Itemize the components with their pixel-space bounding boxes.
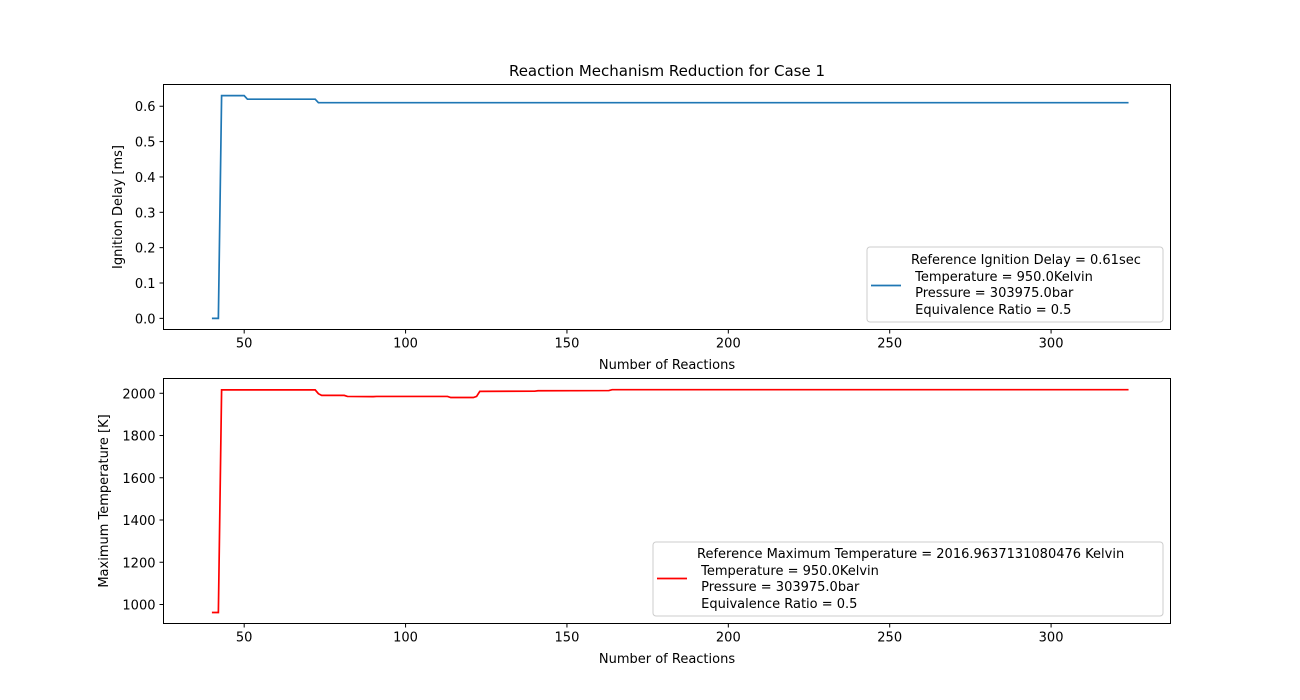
legend-line: Reference Ignition Delay = 0.61sec (911, 253, 1141, 268)
y-tick-label: 1600 (122, 472, 155, 487)
axes-frame (163, 378, 1171, 624)
y-tick-label: 0.6 (135, 100, 156, 115)
x-axis: 50 100 150 200 250 300 (236, 329, 1064, 352)
y-tick-label: 1200 (122, 556, 155, 571)
legend-entry-label: Reference Ignition Delay = 0.61sec Tempe… (911, 0, 1178, 318)
y-tick-label: 0.3 (135, 206, 156, 221)
legend-line: Pressure = 303975.0bar (911, 286, 1074, 301)
y-tick-label: 0.5 (135, 136, 156, 151)
ignition-delay-chart: Reaction Mechanism Reduction for Case 1 … (111, 0, 1178, 373)
x-tick-label: 200 (716, 631, 741, 646)
x-axis: 50 100 150 200 250 300 (236, 623, 1064, 646)
x-tick-label: 50 (236, 631, 253, 646)
y-tick-label: 1000 (122, 598, 155, 613)
y-tick-label: 2000 (122, 387, 155, 402)
y-tick-label: 1800 (122, 430, 155, 445)
legend-line: Temperature = 950.0Kelvin (697, 564, 879, 579)
x-tick-label: 250 (877, 337, 902, 352)
legend-line: Reference Maximum Temperature = 2016.963… (697, 547, 1124, 562)
y-axis: 0.0 0.1 0.2 0.3 0.4 0.5 0.6 (135, 100, 164, 327)
chart-title: Reaction Mechanism Reduction for Case 1 (509, 62, 825, 80)
x-axis-label: Number of Reactions (599, 358, 735, 373)
x-tick-label: 50 (236, 337, 253, 352)
max-temperature-chart: 50 100 150 200 250 300 1000 1200 1400 1600 1800 20… (97, 0, 1171, 667)
legend: Reference Ignition Delay = 0.61sec Tempe… (866, 0, 1178, 323)
axes-frame (163, 84, 1171, 330)
y-tick-label: 0.4 (135, 171, 156, 186)
legend-line: Equivalence Ratio = 0.5 (697, 597, 857, 612)
x-tick-label: 200 (716, 337, 741, 352)
legend-line: Equivalence Ratio = 0.5 (911, 303, 1071, 318)
y-tick-label: 0.2 (135, 242, 156, 257)
x-tick-label: 100 (393, 337, 418, 352)
x-tick-label: 100 (393, 631, 418, 646)
legend-box (866, 246, 1164, 323)
x-tick-label: 300 (1039, 631, 1064, 646)
x-tick-label: 300 (1039, 337, 1064, 352)
x-tick-label: 150 (555, 631, 580, 646)
y-tick-label: 1400 (122, 514, 155, 529)
legend-box (652, 541, 1164, 617)
x-tick-label: 250 (877, 631, 902, 646)
legend-entry-label: Reference Maximum Temperature = 2016.963… (697, 0, 1161, 612)
max-temperature-series-line (211, 388, 1129, 614)
x-axis-label: Number of Reactions (599, 652, 735, 667)
y-tick-label: 0.1 (135, 277, 156, 292)
legend-line: Temperature = 950.0Kelvin (911, 270, 1093, 285)
x-tick-label: 150 (555, 337, 580, 352)
y-axis: 1000 1200 1400 1600 1800 2000 (122, 387, 164, 613)
y-axis-label: Ignition Delay [ms] (111, 145, 126, 269)
ignition-delay-series-line (211, 94, 1129, 320)
y-tick-label: 0.0 (135, 312, 156, 327)
legend: Reference Maximum Temperature = 2016.963… (652, 0, 1164, 617)
legend-line: Pressure = 303975.0bar (697, 580, 860, 595)
y-axis-label: Maximum Temperature [K] (97, 414, 112, 587)
